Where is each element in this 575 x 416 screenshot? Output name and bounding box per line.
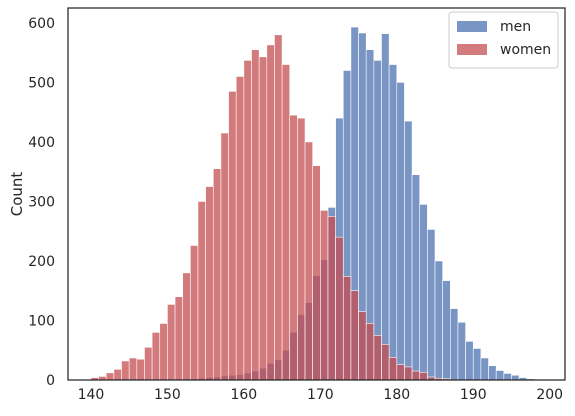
y-tick-label: 100 — [28, 313, 55, 329]
women-bar-157 — [220, 132, 229, 381]
legend-label-men: men — [500, 19, 531, 35]
women-bar-142 — [105, 372, 115, 381]
legend-swatch-women — [457, 44, 487, 55]
men-bar-180 — [396, 82, 405, 381]
men-bar-181 — [404, 120, 413, 381]
women-bar-171 — [327, 216, 336, 381]
women-bar-183 — [419, 371, 428, 381]
y-tick-label: 300 — [28, 194, 55, 210]
women-bar-147 — [144, 346, 153, 381]
y-axis-label: Count — [8, 172, 26, 217]
men-bar-179 — [388, 64, 398, 381]
women-bar-156 — [212, 168, 222, 381]
women-bar-149 — [159, 323, 168, 381]
men-bar-190 — [472, 348, 482, 381]
women-bar-167 — [297, 117, 306, 381]
men-bar-193 — [495, 370, 505, 381]
men-bar-191 — [480, 357, 489, 381]
women-bar-174 — [350, 290, 359, 381]
men-bar-189 — [465, 341, 474, 381]
women-bar-168 — [304, 141, 313, 381]
women-bar-173 — [342, 276, 352, 381]
women-bar-175 — [358, 311, 367, 381]
legend: men women — [448, 11, 559, 69]
men-bar-188 — [457, 321, 466, 381]
women-bar-181 — [404, 366, 413, 381]
legend-label-women: women — [500, 42, 551, 58]
women-bar-177 — [373, 335, 382, 381]
women-bar-152 — [182, 272, 191, 381]
women-bar-163 — [266, 44, 275, 381]
women-bar-161 — [251, 49, 260, 381]
axes-frame — [67, 7, 566, 381]
men-bar-183 — [419, 204, 428, 381]
women-bar-150 — [167, 304, 176, 381]
men-bar-184 — [427, 229, 436, 381]
women-bar-143 — [113, 368, 122, 381]
women-bar-169 — [312, 165, 321, 381]
x-tick-label: 150 — [154, 387, 181, 403]
bars-layer — [90, 26, 535, 381]
x-tick-label: 140 — [78, 387, 105, 403]
y-tick-label: 600 — [28, 16, 55, 32]
women-bar-172 — [335, 236, 344, 381]
y-axis-ticks: 0 100 200 300 400 500 600 — [28, 16, 55, 389]
men-bar-195 — [511, 374, 520, 381]
women-bar-162 — [258, 56, 268, 381]
x-tick-label: 200 — [536, 387, 563, 403]
women-bar-148 — [151, 332, 161, 381]
y-tick-label: 400 — [28, 135, 55, 151]
women-bar-165 — [281, 64, 291, 381]
men-bar-187 — [450, 308, 459, 381]
men-bar-194 — [503, 373, 512, 381]
women-bar-153 — [190, 245, 199, 381]
women-bar-158 — [228, 91, 237, 381]
men-bar-192 — [488, 365, 497, 381]
x-tick-label: 160 — [230, 387, 257, 403]
y-tick-label: 500 — [28, 75, 55, 91]
men-bar-178 — [381, 33, 390, 381]
women-bar-146 — [136, 358, 145, 381]
men-bar-182 — [411, 174, 421, 381]
women-bar-160 — [243, 60, 252, 381]
y-tick-label: 0 — [46, 373, 55, 389]
women-bar-166 — [289, 114, 298, 381]
women-bar-144 — [121, 360, 130, 381]
women-bar-154 — [197, 201, 206, 381]
women-bar-151 — [174, 296, 183, 381]
men-bar-186 — [442, 280, 451, 381]
y-tick-label: 200 — [28, 254, 55, 270]
x-tick-label: 190 — [460, 387, 487, 403]
x-axis-ticks: 140 150 160 170 180 190 200 — [78, 387, 564, 403]
women-bar-182 — [411, 370, 421, 381]
women-bar-145 — [128, 357, 138, 381]
women-bar-179 — [388, 357, 398, 381]
men-bar-177 — [373, 60, 382, 381]
women-bar-155 — [205, 186, 214, 381]
women-bar-159 — [235, 76, 245, 381]
women-bar-180 — [396, 364, 405, 381]
women-bar-176 — [365, 323, 375, 381]
women-bar-178 — [381, 343, 390, 381]
men-bar-185 — [434, 260, 443, 381]
legend-swatch-men — [457, 21, 487, 32]
x-tick-label: 180 — [383, 387, 410, 403]
women-bar-170 — [320, 210, 329, 381]
x-tick-label: 170 — [307, 387, 334, 403]
women-bar-164 — [274, 34, 283, 381]
